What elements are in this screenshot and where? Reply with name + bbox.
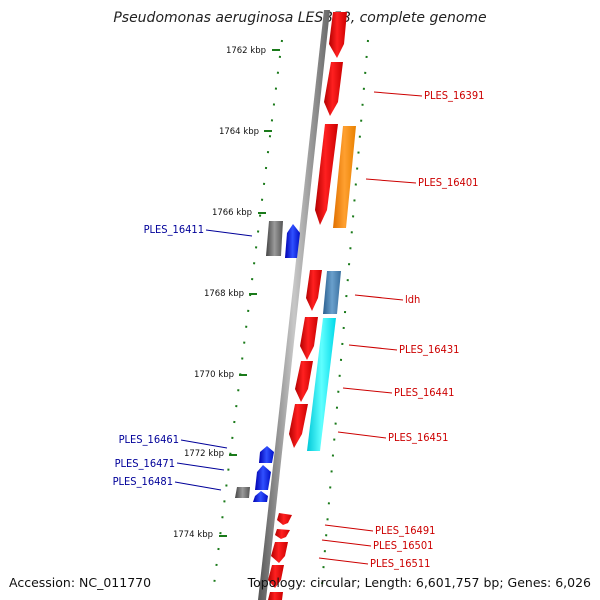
- gene-arrow[interactable]: [268, 565, 284, 588]
- gene-block[interactable]: [307, 318, 336, 451]
- gene-arrow[interactable]: [324, 62, 343, 116]
- leader-line: [176, 462, 225, 471]
- gene-block[interactable]: [323, 271, 341, 314]
- leader-line: [180, 439, 228, 449]
- scale-label: 1774 kbp: [173, 530, 213, 540]
- leader-line: [324, 524, 374, 532]
- gene-arrow[interactable]: [329, 12, 347, 58]
- gene-label[interactable]: PLES_16441: [394, 386, 454, 399]
- leader-line: [373, 91, 423, 97]
- scale-label: 1762 kbp: [226, 46, 266, 56]
- gene-label[interactable]: PLES_16461: [119, 433, 179, 446]
- reverse-strand-genes: [235, 221, 300, 502]
- scale-labels: 1762 kbp 1764 kbp 1766 kbp 1768 kbp 1770…: [173, 46, 266, 540]
- genome-backbone: [258, 10, 330, 600]
- accession-text: Accession: NC_011770: [9, 575, 152, 590]
- gene-label[interactable]: PLES_16451: [388, 431, 448, 444]
- outer-scale-ring: [321, 39, 369, 586]
- gene-arrow[interactable]: [306, 270, 322, 311]
- scale-label: 1770 kbp: [194, 370, 234, 380]
- genome-info-text: Topology: circular; Length: 6,601,757 bp…: [247, 575, 591, 590]
- forward-strand-genes: [268, 12, 356, 600]
- gene-arrow[interactable]: [253, 491, 268, 502]
- scale-label: 1766 kbp: [212, 208, 252, 218]
- gene-arrow[interactable]: [285, 224, 300, 258]
- leader-line: [174, 481, 222, 491]
- gene-label[interactable]: PLES_16511: [370, 557, 430, 570]
- gene-arrow[interactable]: [268, 592, 283, 600]
- gene-label[interactable]: PLES_16391: [424, 89, 484, 102]
- gene-arrow[interactable]: [295, 361, 313, 402]
- leader-line: [321, 539, 372, 547]
- scale-ticks: [219, 49, 280, 537]
- leader-line: [318, 557, 369, 565]
- scale-label: 1768 kbp: [204, 289, 244, 299]
- gene-labels-right: PLES_16391 PLES_16401 ldh PLES_16431 PLE…: [370, 89, 484, 570]
- gene-block[interactable]: [333, 126, 356, 228]
- gene-arrow[interactable]: [277, 513, 292, 525]
- gene-label[interactable]: ldh: [405, 293, 420, 306]
- gene-label[interactable]: PLES_16481: [113, 475, 173, 488]
- gene-label[interactable]: PLES_16501: [373, 539, 433, 552]
- scale-label: 1764 kbp: [219, 127, 259, 137]
- gene-arrow[interactable]: [289, 404, 308, 448]
- leader-line: [365, 178, 417, 184]
- label-leaders: [174, 91, 423, 565]
- leader-line: [205, 229, 253, 237]
- gene-arrow[interactable]: [315, 124, 338, 225]
- map-title: Pseudomonas aeruginosa LESB58, complete …: [113, 10, 487, 26]
- gene-block[interactable]: [266, 221, 283, 256]
- gene-arrow[interactable]: [271, 542, 288, 563]
- gene-label[interactable]: PLES_16431: [399, 343, 459, 356]
- leader-line: [337, 431, 387, 439]
- gene-label[interactable]: PLES_16471: [115, 457, 175, 470]
- leader-line: [354, 294, 404, 301]
- gene-label[interactable]: PLES_16401: [418, 176, 478, 189]
- gene-block[interactable]: [235, 487, 250, 498]
- gene-arrow[interactable]: [275, 529, 290, 539]
- gene-label[interactable]: PLES_16411: [144, 223, 204, 236]
- scale-label: 1772 kbp: [184, 449, 224, 459]
- gene-arrow[interactable]: [300, 317, 318, 360]
- gene-arrow[interactable]: [259, 446, 274, 463]
- gene-arrow[interactable]: [255, 465, 271, 490]
- leader-line: [342, 387, 393, 394]
- gene-labels-left: PLES_16411 PLES_16461 PLES_16471 PLES_16…: [113, 223, 204, 488]
- leader-line: [348, 344, 398, 351]
- gene-label[interactable]: PLES_16491: [375, 524, 435, 537]
